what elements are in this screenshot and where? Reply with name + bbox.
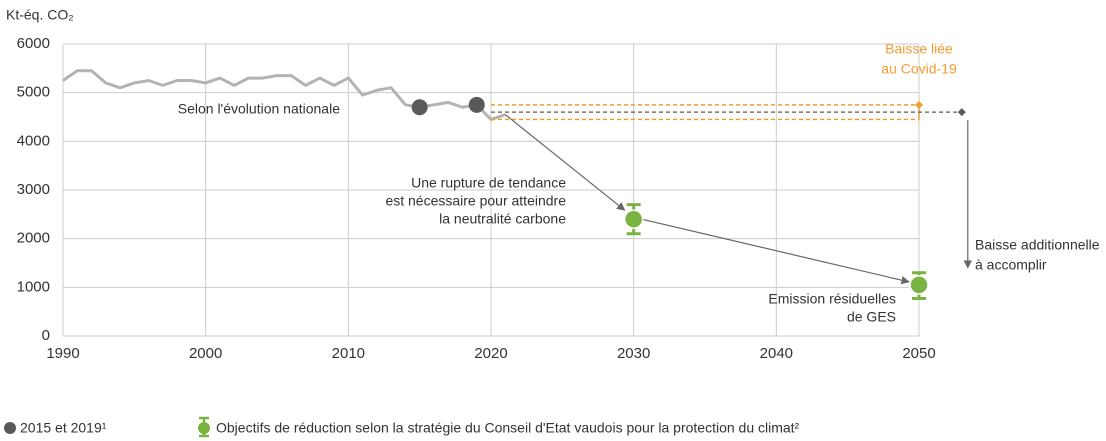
y-tick-label: 5000 xyxy=(17,84,50,101)
trend-line xyxy=(62,69,506,121)
additional-diamond xyxy=(957,108,966,117)
annotation: Emission résiduelles xyxy=(768,291,896,307)
covid-label: au Covid-19 xyxy=(881,61,957,77)
y-tick-label: 1000 xyxy=(17,278,50,295)
point xyxy=(411,99,428,116)
x-tick-label: 2040 xyxy=(760,345,793,362)
x-tick-label: 1990 xyxy=(46,345,79,362)
point xyxy=(468,96,485,113)
target-point xyxy=(909,275,929,295)
covid-label: Baisse liée xyxy=(885,41,953,57)
legend-label: Objectifs de réduction selon la stratégi… xyxy=(216,420,800,436)
x-tick-label: 2010 xyxy=(332,345,365,362)
y-tick-label: 3000 xyxy=(17,181,50,198)
annotation: la neutralité carbone xyxy=(439,211,566,227)
annotation: est nécessaire pour atteindre xyxy=(385,193,566,209)
annotation: Selon l'évolution nationale xyxy=(178,101,340,117)
y-tick-label: 4000 xyxy=(17,132,50,149)
legend-marker xyxy=(198,422,210,434)
x-tick-label: 2000 xyxy=(189,345,222,362)
target-point xyxy=(623,209,644,229)
additional-label: à accomplir xyxy=(975,257,1047,273)
annotation: de GES xyxy=(847,309,896,325)
y-tick-label: 6000 xyxy=(17,35,50,52)
x-tick-label: 2030 xyxy=(617,345,650,362)
y-axis-label: Kt-éq. CO₂ xyxy=(6,7,74,23)
target-arrow xyxy=(641,218,910,285)
annotation: Une rupture de tendance xyxy=(411,175,566,191)
x-tick-label: 2020 xyxy=(474,345,507,362)
legend-label: 2015 et 2019¹ xyxy=(20,420,107,436)
x-tick-label: 2050 xyxy=(902,345,935,362)
legend-marker xyxy=(4,422,16,434)
covid-diamond xyxy=(915,100,923,109)
y-tick-label: 0 xyxy=(42,327,50,344)
y-tick-label: 2000 xyxy=(17,230,50,247)
rupture-arrow xyxy=(504,114,626,211)
additional-label: Baisse additionnelle xyxy=(975,237,1100,253)
